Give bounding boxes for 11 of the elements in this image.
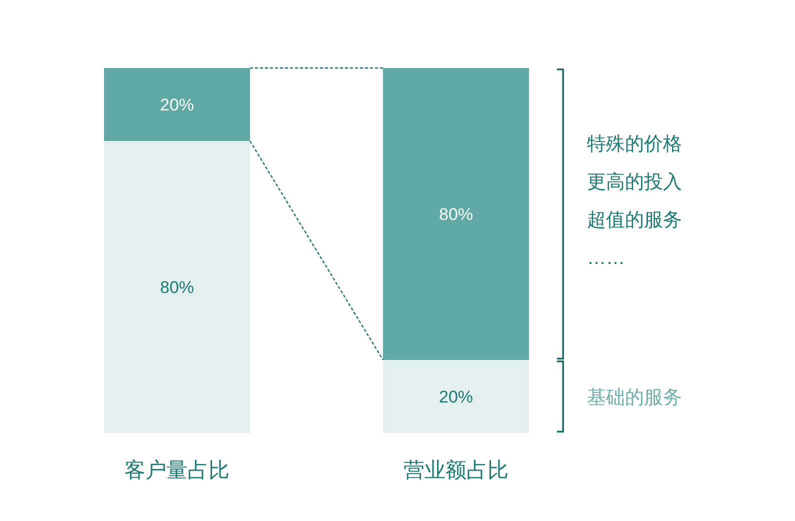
x-tick-label: 客户量占比 [124,459,230,482]
x-tick-label: 营业额占比 [404,459,508,482]
annotation: 特殊的价格 [587,134,682,155]
annotation: 基础的服务 [587,388,682,408]
annotation: 更高的投入 [587,171,682,193]
data-label: 80% [438,205,474,224]
annotation: …… [587,248,625,269]
data-label: 20% [438,388,474,406]
data-label: 20% [160,96,194,114]
data-label: 80% [160,278,194,297]
annotation: 超值的服务 [587,210,682,231]
